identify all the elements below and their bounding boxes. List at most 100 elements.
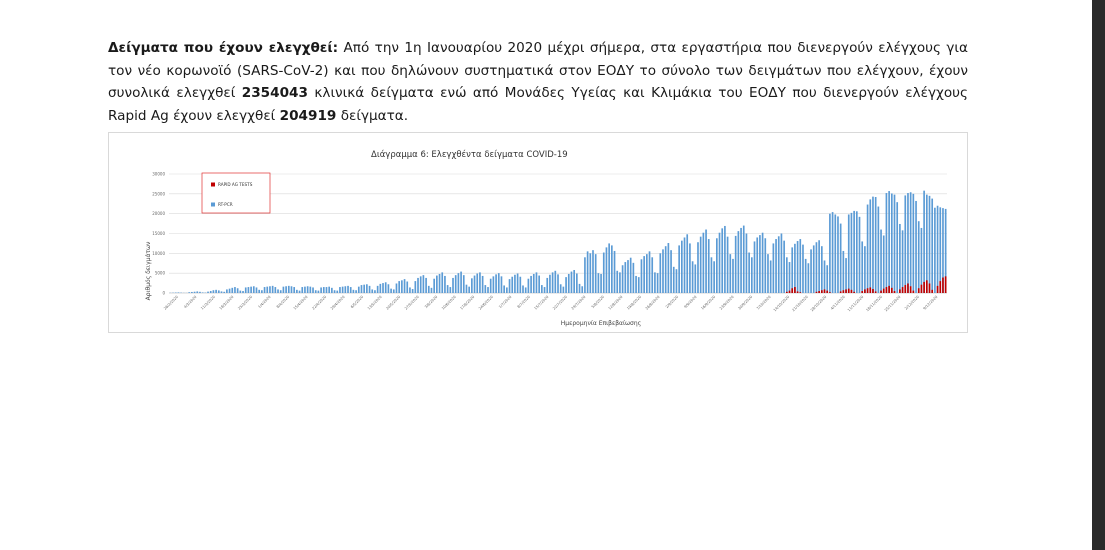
bar-rt-pcr — [761, 232, 764, 293]
bar-rt-pcr — [266, 286, 269, 293]
bar-rt-pcr — [559, 284, 562, 293]
x-tick-label: 27/5/2020 — [404, 294, 420, 310]
bar-rapid-ag — [866, 288, 869, 293]
bar-rt-pcr — [589, 253, 592, 293]
bar-rt-pcr — [845, 258, 847, 293]
bar-rt-pcr — [433, 278, 435, 293]
bar-rt-pcr — [783, 240, 785, 293]
y-tick-label: 20000 — [152, 211, 165, 216]
bar-rt-pcr — [791, 247, 794, 293]
x-tick-label: 29/7/2020 — [571, 294, 587, 310]
bar-rt-pcr — [890, 193, 893, 293]
bar-rt-pcr — [366, 284, 368, 293]
bar-rt-pcr — [855, 211, 858, 293]
bar-rt-pcr — [648, 251, 651, 293]
bar-rt-pcr — [398, 281, 401, 293]
bar-rt-pcr — [944, 208, 947, 293]
bar-rt-pcr — [605, 247, 608, 293]
bar-rt-pcr — [721, 228, 724, 293]
bar-rt-pcr — [519, 276, 522, 293]
bar-rt-pcr — [374, 290, 376, 293]
bar-rt-pcr — [662, 249, 664, 293]
bar-rt-pcr — [382, 283, 384, 293]
bar-rt-pcr — [627, 260, 629, 293]
bar-rt-pcr — [279, 290, 282, 293]
bar-rt-pcr — [621, 265, 624, 293]
bar-rt-pcr — [436, 275, 438, 293]
bar-rt-pcr — [409, 287, 411, 293]
bar-rt-pcr — [217, 290, 220, 293]
bar-rt-pcr — [611, 245, 613, 293]
x-tick-label: 19/8/2020 — [626, 294, 642, 310]
x-tick-label: 15/7/2020 — [534, 294, 550, 310]
bar-rt-pcr — [199, 291, 201, 293]
bar-rt-pcr — [557, 274, 559, 293]
bar-rapid-ag — [936, 285, 939, 293]
bar-rt-pcr — [640, 259, 643, 293]
chart-container: Διάγραμμα 6: Ελεγχθέντα δείγματα COVID-1… — [108, 132, 968, 333]
bar-rt-pcr — [306, 286, 309, 293]
bar-rt-pcr — [858, 216, 861, 293]
bar-rt-pcr — [602, 252, 605, 293]
bar-rt-pcr — [290, 286, 293, 293]
bar-rt-pcr — [298, 290, 301, 293]
bar-rt-pcr — [196, 291, 199, 293]
bar-rapid-ag — [923, 281, 925, 293]
bar-rt-pcr — [344, 286, 347, 293]
bar-rt-pcr — [403, 279, 406, 293]
bar-rt-pcr — [823, 260, 826, 293]
bar-rt-pcr — [818, 240, 820, 293]
bar-rt-pcr — [554, 270, 557, 293]
bar-rt-pcr — [729, 254, 732, 293]
bar-rapid-ag — [818, 291, 820, 293]
bar-rt-pcr — [923, 190, 925, 293]
x-tick-label: 25/11/2020 — [884, 294, 902, 312]
bar-rt-pcr — [331, 287, 333, 293]
bar-rt-pcr — [888, 191, 890, 293]
bar-rapid-ag — [885, 287, 888, 293]
x-tick-label: 15/4/2020 — [293, 294, 309, 310]
vertical-scrollbar[interactable] — [1092, 0, 1105, 550]
bar-rt-pcr — [772, 243, 775, 293]
bar-rapid-ag — [904, 285, 907, 293]
bar-rt-pcr — [702, 232, 705, 293]
bar-rt-pcr — [710, 257, 713, 293]
bar-rt-pcr — [304, 286, 306, 293]
bar-rapid-ag — [899, 289, 901, 293]
x-tick-label: 3/6/2020 — [424, 294, 439, 309]
bar-rt-pcr — [527, 278, 530, 293]
bar-rt-pcr — [643, 256, 645, 293]
bar-rt-pcr — [656, 273, 659, 293]
x-tick-label: 22/7/2020 — [552, 294, 568, 310]
bar-rapid-ag — [791, 288, 794, 293]
bar-rt-pcr — [425, 277, 427, 293]
bar-rt-pcr — [788, 262, 791, 293]
bar-rt-pcr — [699, 236, 702, 293]
bar-rt-pcr — [920, 227, 923, 293]
bar-rt-pcr — [726, 236, 729, 293]
bar-rapid-ag — [909, 286, 912, 293]
bar-rt-pcr — [769, 260, 772, 293]
legend-swatch — [211, 202, 215, 207]
bar-rt-pcr — [258, 289, 261, 293]
bar-rt-pcr — [785, 257, 788, 293]
bar-rapid-ag — [869, 287, 872, 293]
bar-rt-pcr — [296, 289, 298, 293]
bar-rapid-ag — [850, 289, 853, 293]
bar-rt-pcr — [691, 261, 694, 293]
bar-rt-pcr — [543, 287, 546, 293]
bar-rt-pcr — [907, 193, 909, 293]
bar-rt-pcr — [460, 271, 462, 293]
bar-rt-pcr — [807, 263, 810, 293]
bar-rt-pcr — [775, 239, 777, 293]
bar-rt-pcr — [255, 287, 258, 293]
bar-rt-pcr — [368, 285, 371, 293]
bar-rt-pcr — [584, 257, 586, 293]
bar-rt-pcr — [850, 212, 853, 293]
x-tick-label: 24/6/2020 — [478, 294, 494, 310]
bar-rt-pcr — [449, 287, 452, 293]
bar-rt-pcr — [576, 273, 578, 293]
bar-rt-pcr — [487, 287, 489, 293]
bar-rt-pcr — [667, 243, 670, 293]
bar-rt-pcr — [492, 276, 495, 293]
